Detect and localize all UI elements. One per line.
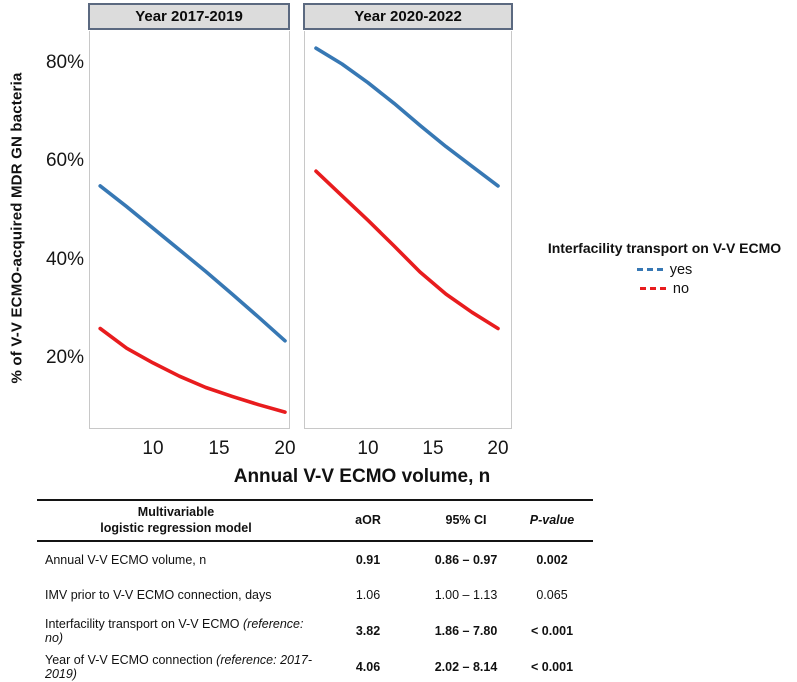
regression-table: Multivariable logistic regression model …	[37, 499, 593, 682]
cell-ci: 1.00 – 1.13	[434, 588, 498, 603]
column-header-model: Multivariable logistic regression model	[37, 500, 315, 541]
table-row-1: Annual V-V ECMO volume, n 0.91 0.86 – 0.97…	[37, 541, 593, 577]
legend-item-no: no	[532, 279, 797, 298]
legend-item-yes: yes	[532, 260, 797, 279]
row-label: IMV prior to V-V ECMO connection, days	[45, 588, 272, 603]
legend-key-yes-dashed-line-icon	[636, 268, 663, 271]
x-tick-label-panel2-20: 20	[487, 438, 509, 459]
x-tick-label-panel1-15: 15	[208, 438, 230, 459]
cell-ci: 2.02 – 8.14	[434, 659, 498, 674]
row-label-reference: (reference: no)	[45, 617, 304, 646]
table-row-2: IMV prior to V-V ECMO connection, days 1.…	[37, 577, 593, 613]
cell-pvalue: 0.002	[536, 552, 568, 567]
cell-pvalue: < 0.001	[530, 659, 574, 674]
legend: Interfacility transport on V-V ECMO yes n…	[532, 240, 797, 298]
cell-aor: 3.82	[355, 624, 381, 639]
y-tick-label-40: 40%	[45, 248, 84, 270]
x-tick-label-panel1-20: 20	[274, 438, 296, 459]
cell-ci: 0.86 – 0.97	[434, 552, 498, 567]
column-header-model-line2: logistic regression model	[100, 520, 252, 535]
cell-aor: 4.06	[355, 659, 381, 674]
facet-header-2017-2019: Year 2017-2019	[88, 3, 290, 30]
column-header-ci: 95% CI	[445, 512, 487, 527]
y-tick-label-60: 60%	[45, 150, 84, 172]
cell-ci: 1.86 – 7.80	[434, 624, 498, 639]
facet-header-2020-2022: Year 2020-2022	[303, 3, 513, 30]
faceted-line-chart: % of V-V ECMO-acquired MDR GN bacteria Y…	[8, 3, 797, 487]
column-header-aor: aOR	[355, 512, 381, 527]
y-axis-title: % of V-V ECMO-acquired MDR GN bacteria	[8, 72, 26, 384]
facet-panel-2020-2022	[304, 31, 512, 429]
multivariable-regression-table: Multivariable logistic regression model …	[37, 499, 593, 682]
table-header-row: Multivariable logistic regression model …	[37, 500, 593, 542]
cell-pvalue: < 0.001	[530, 624, 574, 639]
row-label: Annual V-V ECMO volume, n	[45, 552, 207, 567]
cell-aor: 1.06	[355, 588, 381, 603]
facet-panel-2017-2019	[89, 31, 290, 429]
y-tick-label-80: 80%	[45, 52, 84, 73]
row-label-reference: (reference: 2017-2019)	[45, 652, 313, 681]
y-tick-label-20: 20%	[45, 347, 84, 368]
legend-items: yes no	[532, 260, 797, 298]
legend-label-no: no	[672, 280, 690, 297]
cell-pvalue: 0.065	[536, 588, 568, 603]
x-axis-title: Annual V-V ECMO volume, n	[233, 466, 491, 487]
row-label: Interfacility transport on V-V ECMO (ref…	[45, 617, 304, 646]
x-tick-label-panel2-10: 10	[357, 438, 379, 459]
row-label: Year of V-V ECMO connection (reference: …	[45, 652, 313, 681]
column-header-pvalue: P-value	[529, 512, 575, 527]
legend-title: Interfacility transport on V-V ECMO	[547, 240, 782, 256]
legend-label-yes: yes	[669, 261, 693, 278]
x-tick-label-panel1-10: 10	[142, 438, 164, 459]
x-tick-label-panel2-15: 15	[422, 438, 444, 459]
column-header-model-line1: Multivariable	[137, 505, 215, 519]
legend-key-no-dashed-line-icon	[639, 287, 666, 290]
table-row-3: Interfacility transport on V-V ECMO (ref…	[37, 613, 593, 649]
cell-aor: 0.91	[355, 552, 381, 567]
table-row-4: Year of V-V ECMO connection (reference: …	[37, 649, 593, 682]
